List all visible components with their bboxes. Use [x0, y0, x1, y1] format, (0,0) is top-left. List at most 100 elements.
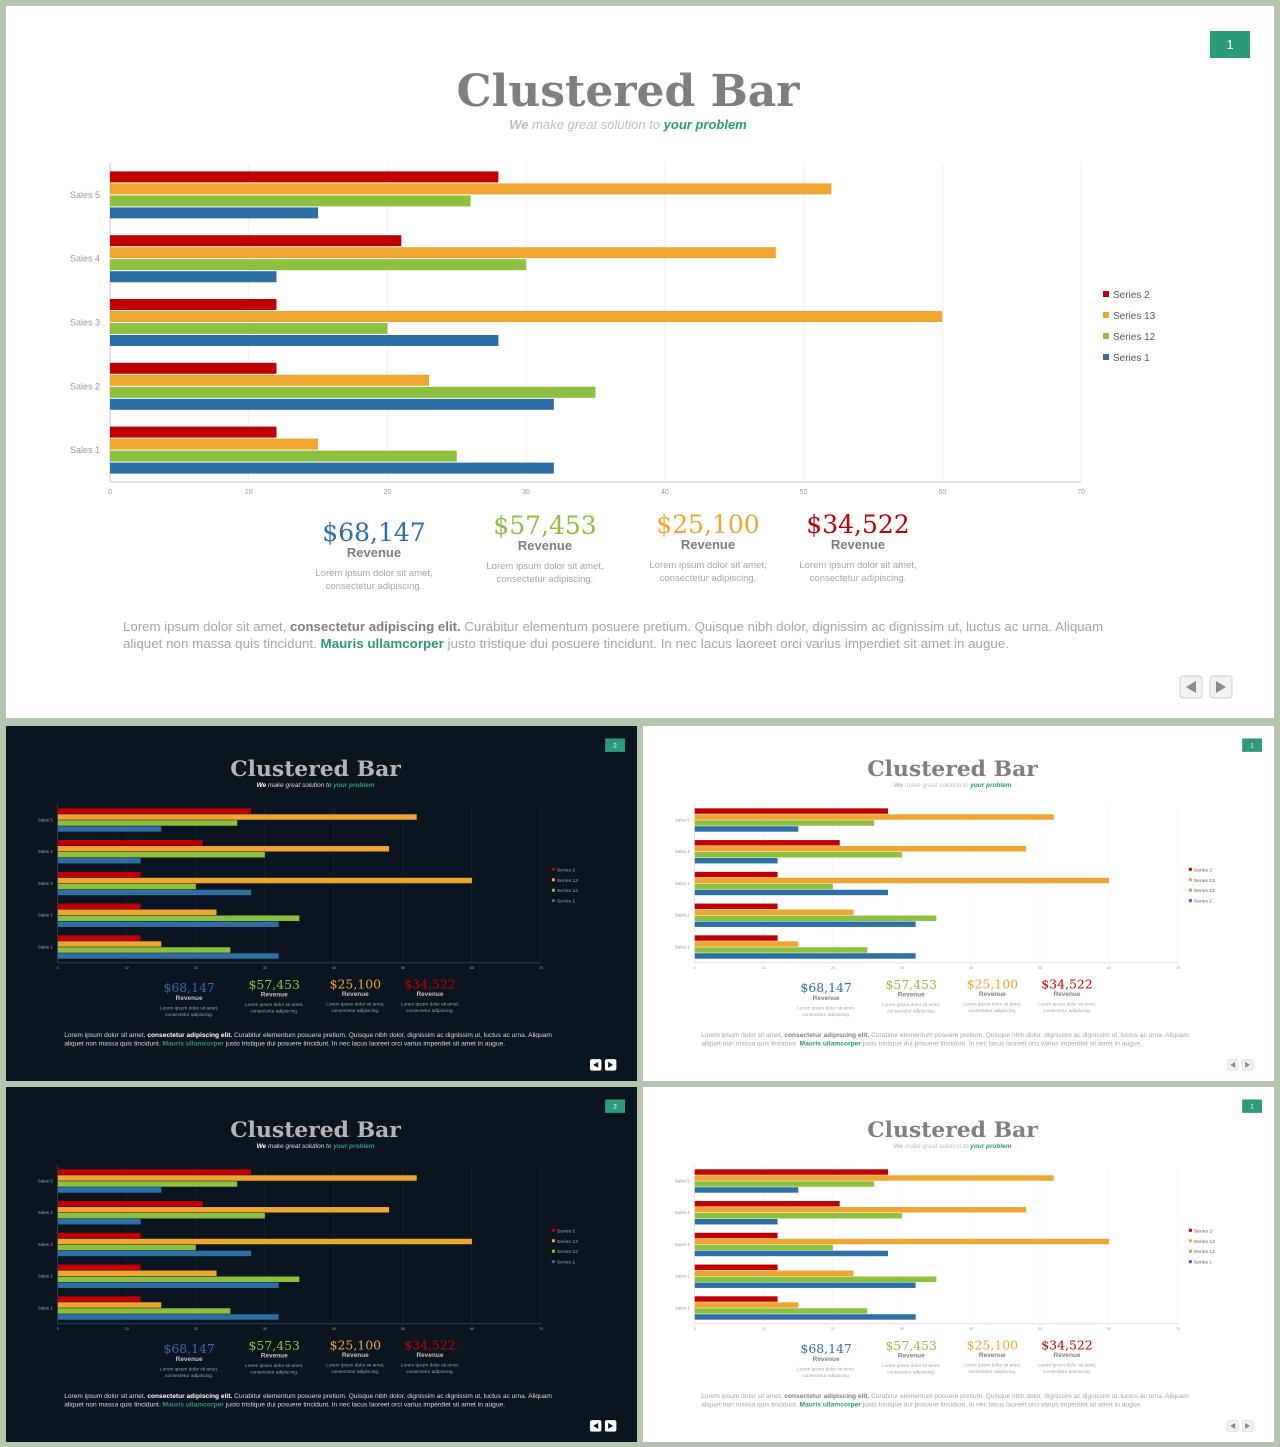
prev-button[interactable]: [1226, 1059, 1239, 1071]
x-tick-label: 70: [1176, 1327, 1180, 1331]
legend-label: Series 13: [1194, 1239, 1215, 1245]
legend-label: Series 13: [557, 1239, 578, 1245]
revenue-description: Lorem ipsum dolor sit amet,: [326, 1002, 384, 1008]
bar-series-13-sales-1: [694, 1302, 799, 1308]
revenue-value: $34,522: [404, 976, 455, 991]
y-category-label: Sales 2: [70, 381, 100, 391]
legend-label: Series 2: [1113, 290, 1150, 301]
next-button[interactable]: [604, 1420, 617, 1432]
legend-label: Series 2: [1194, 1228, 1212, 1234]
revenue-description: Lorem ipsum dolor sit amet,: [882, 1002, 940, 1008]
x-tick-label: 30: [522, 489, 530, 496]
slide-thumbnail-dark-1[interactable]: 2 Clustered Bar We make great solution to …: [6, 726, 637, 1081]
body-line-2: aliquet non massa quis tincidunt. Mauris…: [64, 1401, 505, 1408]
revenue-description: consectetur adipiscing.: [406, 1008, 454, 1014]
revenue-description: consectetur adipiscing.: [1043, 1369, 1091, 1375]
page-title: Clustered Bar: [867, 1117, 1038, 1143]
bar-series-13-sales-2: [57, 1270, 217, 1277]
revenue-description: consectetur adipiscing.: [326, 581, 423, 592]
x-tick-label: 20: [194, 1327, 198, 1331]
revenue-description: Lorem ipsum dolor sit amet,: [649, 560, 766, 571]
prev-button[interactable]: [1226, 1420, 1239, 1432]
revenue-description: consectetur adipiscing.: [165, 1012, 213, 1018]
x-tick-label: 50: [1038, 966, 1042, 970]
x-tick-label: 40: [661, 489, 669, 496]
clustered-bar-chart: 0 10 20 30 40 50 60 70 Sales 1 Sales 2 Sales 3 Sale…: [675, 1165, 1180, 1331]
page-number: 2: [613, 1103, 617, 1110]
legend-label: Series 1: [1113, 353, 1150, 364]
bar-series-2-sales-2: [694, 903, 778, 910]
page-number: 1: [1250, 1103, 1254, 1110]
bar-series-2-sales-5: [110, 171, 499, 183]
prev-button[interactable]: [589, 1059, 602, 1071]
x-tick-label: 60: [1107, 966, 1111, 970]
legend-label: Series 1: [1194, 899, 1212, 905]
revenue-description: Lorem ipsum dolor sit amet,: [797, 1367, 855, 1373]
page-number-badge: [1242, 1099, 1263, 1113]
bar-series-2-sales-5: [57, 808, 252, 814]
revenue-description: Lorem ipsum dolor sit amet,: [882, 1363, 940, 1369]
next-button[interactable]: [604, 1059, 617, 1071]
bar-series-1-sales-1: [57, 953, 279, 959]
revenue-label: Revenue: [347, 545, 401, 560]
legend-swatch: [1188, 1239, 1192, 1243]
body-line-2: aliquet non massa quis tincidunt. Mauris…: [64, 1040, 505, 1047]
revenue-value: $68,147: [322, 518, 425, 547]
x-tick-label: 60: [470, 1327, 474, 1331]
next-arrow-icon: [608, 1422, 614, 1429]
bar-series-12-sales-4: [57, 852, 265, 858]
revenue-description: Lorem ipsum dolor sit amet,: [486, 561, 603, 572]
bar-series-2-sales-2: [694, 1264, 778, 1271]
slide-main[interactable]: 1 Clustered Bar We make great solution to …: [6, 6, 1274, 718]
bar-series-13-sales-2: [694, 1270, 854, 1277]
bar-series-13-sales-5: [57, 1175, 417, 1181]
bar-series-12-sales-2: [694, 1276, 937, 1282]
revenue-description: consectetur adipiscing.: [165, 1373, 213, 1379]
next-button[interactable]: [1209, 675, 1233, 699]
subtitle-accent: your problem: [969, 782, 1011, 789]
page-number-badge: [1210, 31, 1250, 58]
revenue-description: consectetur adipiscing.: [810, 573, 907, 584]
body-line-2: aliquet non massa quis tincidunt. Mauris…: [701, 1040, 1142, 1047]
x-tick-label: 70: [1077, 489, 1085, 496]
bar-series-2-sales-1: [110, 426, 277, 438]
legend-label: Series 13: [1194, 878, 1215, 884]
prev-button[interactable]: [1179, 675, 1203, 699]
legend-label: Series 1: [557, 899, 575, 905]
prev-arrow-icon: [593, 1422, 599, 1429]
legend-swatch: [551, 1228, 555, 1232]
revenue-description: consectetur adipiscing.: [660, 573, 757, 584]
revenue-value: $68,147: [163, 1341, 215, 1356]
slide-thumbnail-light-1[interactable]: 1 Clustered Bar We make great solution to …: [643, 726, 1274, 1081]
bar-series-1-sales-5: [110, 207, 319, 219]
revenue-label: Revenue: [681, 537, 735, 552]
revenue-description: Lorem ipsum dolor sit amet,: [160, 1006, 218, 1012]
bar-series-1-sales-4: [57, 857, 141, 864]
next-button[interactable]: [1241, 1059, 1254, 1071]
slide-thumbnail-dark-2[interactable]: 2 Clustered Bar We make great solution to …: [6, 1087, 637, 1442]
legend-label: Series 1: [1194, 1260, 1212, 1266]
legend-label: Series 12: [1194, 1249, 1215, 1255]
prev-button[interactable]: [589, 1420, 602, 1432]
legend-swatch: [1103, 354, 1109, 360]
revenue-label: Revenue: [831, 537, 885, 552]
revenue-value: $68,147: [800, 980, 852, 995]
bar-series-2-sales-4: [57, 1201, 203, 1207]
next-button[interactable]: [1241, 1420, 1254, 1432]
x-tick-label: 60: [1107, 1327, 1111, 1331]
revenue-label: Revenue: [979, 1352, 1006, 1359]
slide-thumbnail-light-2[interactable]: 1 Clustered Bar We make great solution to …: [643, 1087, 1274, 1442]
bar-series-12-sales-5: [57, 1181, 238, 1187]
bar-series-13-sales-5: [110, 183, 832, 195]
x-tick-label: 40: [332, 966, 336, 970]
bar-series-12-sales-1: [110, 450, 457, 462]
bar-series-12-sales-5: [694, 1181, 875, 1187]
bar-series-12-sales-2: [694, 915, 937, 921]
x-tick-label: 0: [694, 966, 696, 970]
page-title: Clustered Bar: [230, 756, 401, 782]
